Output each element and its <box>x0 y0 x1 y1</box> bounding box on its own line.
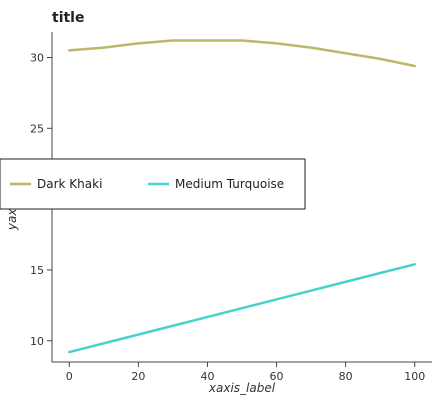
y-tick-label: 30 <box>30 51 44 64</box>
x-tick-label: 100 <box>404 370 425 383</box>
x-tick-label: 40 <box>200 370 214 383</box>
plot-area <box>68 39 416 354</box>
x-tick-label: 20 <box>131 370 145 383</box>
legend: Dark Khaki Medium Turquoise <box>0 158 306 210</box>
x-tick-label: 80 <box>339 370 353 383</box>
x-axis-title: xaxis_label <box>208 381 276 395</box>
x-axis-ticks: 0 20 40 60 80 100 <box>66 362 425 383</box>
chart-title: title <box>52 10 84 26</box>
x-tick-label: 60 <box>270 370 284 383</box>
series-line-dark-khaki <box>68 39 416 68</box>
y-tick-label: 10 <box>30 335 44 348</box>
y-tick-label: 15 <box>30 264 44 277</box>
legend-label: Medium Turquoise <box>175 177 284 191</box>
y-tick-label: 25 <box>30 122 44 135</box>
legend-label: Dark Khaki <box>37 177 102 191</box>
x-tick-label: 0 <box>66 370 73 383</box>
series-line-medium-turquoise <box>68 263 416 354</box>
